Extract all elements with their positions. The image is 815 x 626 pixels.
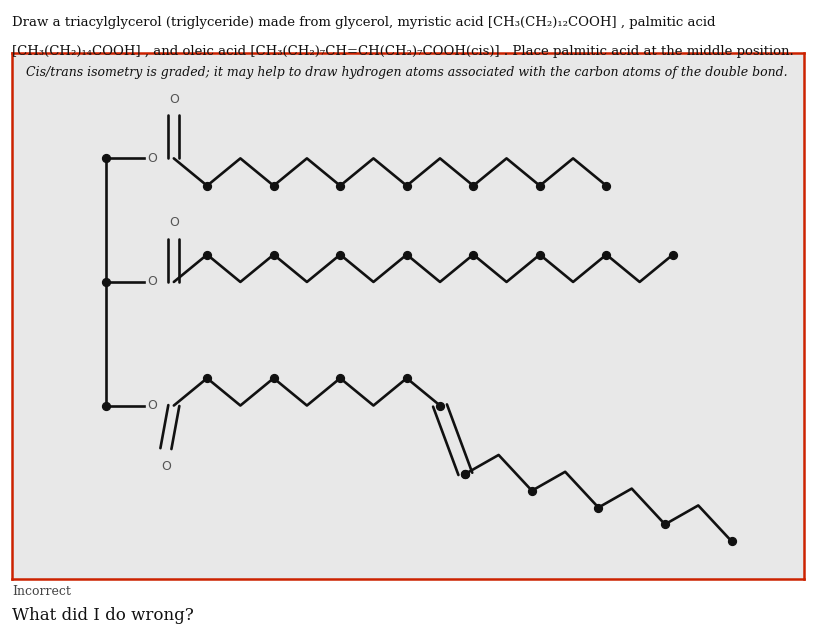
Point xyxy=(267,373,280,383)
Point xyxy=(467,250,480,260)
Text: O: O xyxy=(148,152,157,165)
Text: Cis/trans isometry is graded; it may help to draw hydrogen atoms associated with: Cis/trans isometry is graded; it may hel… xyxy=(26,66,788,80)
Point xyxy=(267,250,280,260)
Text: O: O xyxy=(148,399,157,412)
Point xyxy=(333,250,346,260)
Text: O: O xyxy=(169,217,178,229)
Point xyxy=(526,486,539,496)
Point xyxy=(533,181,546,191)
Point xyxy=(667,250,680,260)
Point xyxy=(200,373,214,383)
Point xyxy=(400,181,413,191)
Point xyxy=(333,181,346,191)
Point xyxy=(99,401,112,411)
Text: Incorrect: Incorrect xyxy=(12,585,71,598)
Point xyxy=(459,469,472,479)
Text: What did I do wrong?: What did I do wrong? xyxy=(12,607,194,623)
Text: O: O xyxy=(169,93,178,106)
Text: [CH₃(CH₂)₁₄COOH] , and oleic acid [CH₃(CH₂)₇CH=CH(CH₂)₇COOH(cis)] . Place palmit: [CH₃(CH₂)₁₄COOH] , and oleic acid [CH₃(C… xyxy=(12,45,794,58)
Text: O: O xyxy=(161,460,171,473)
Point xyxy=(200,181,214,191)
Point xyxy=(434,401,447,411)
Point xyxy=(200,250,214,260)
Point xyxy=(459,469,472,479)
Point xyxy=(400,373,413,383)
Point xyxy=(467,181,480,191)
Point xyxy=(267,181,280,191)
Point xyxy=(99,153,112,163)
Point xyxy=(333,373,346,383)
Point xyxy=(725,536,738,546)
Point xyxy=(592,503,605,513)
Point xyxy=(600,250,613,260)
Point xyxy=(400,250,413,260)
Point xyxy=(659,520,672,530)
Text: O: O xyxy=(148,275,157,289)
Point xyxy=(99,277,112,287)
Text: Draw a triacylglycerol (triglyceride) made from glycerol, myristic acid [CH₃(CH₂: Draw a triacylglycerol (triglyceride) ma… xyxy=(12,16,716,29)
Point xyxy=(600,181,613,191)
Point xyxy=(533,250,546,260)
